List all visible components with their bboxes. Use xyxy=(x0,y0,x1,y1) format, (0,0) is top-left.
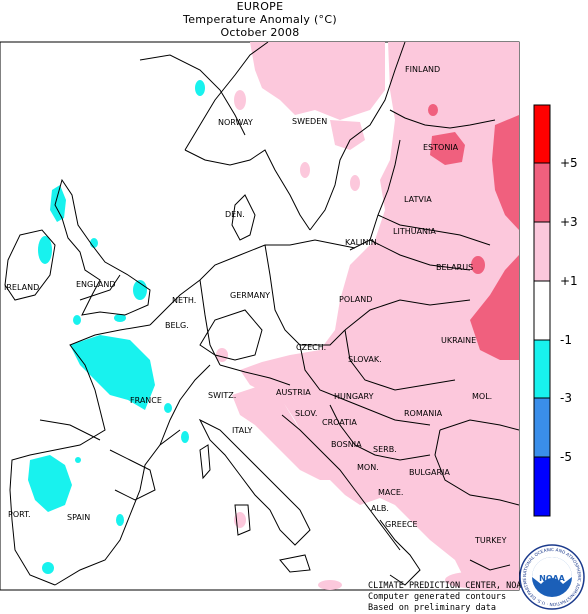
positive-anomaly-scandinavia xyxy=(250,42,385,120)
negative-patch-channel xyxy=(114,314,126,322)
positive-patch-norway xyxy=(234,90,246,110)
legend-label-plus1: +1 xyxy=(560,274,578,288)
label-macedonia: MACE. xyxy=(378,488,403,497)
strong-anomaly-ukraine xyxy=(470,255,519,360)
credit-line-2: Computer generated contours xyxy=(368,592,507,602)
legend-bin-below-minus5 xyxy=(533,456,551,517)
label-switzerland: SWITZ. xyxy=(208,391,236,400)
label-estonia: ESTONIA xyxy=(423,143,459,152)
label-croatia: CROATIA xyxy=(322,418,357,427)
label-spain: SPAIN xyxy=(67,513,90,522)
label-portugal: PORT. xyxy=(8,510,31,519)
legend-bin-3-to-5 xyxy=(533,162,551,223)
positive-patch-baltic xyxy=(300,162,310,178)
label-sweden: SWEDEN xyxy=(292,117,327,126)
negative-anomaly-france xyxy=(70,335,155,410)
label-denmark: DEN. xyxy=(225,210,245,219)
label-montenegro: MON. xyxy=(357,463,379,472)
label-netherlands: NETH. xyxy=(172,296,196,305)
label-finland: FINLAND xyxy=(405,65,440,74)
legend-label-plus3: +3 xyxy=(560,215,578,229)
label-france: FRANCE xyxy=(130,396,162,405)
label-albania: ALB. xyxy=(371,504,389,513)
label-kaliningrad: KALININ. xyxy=(345,238,379,247)
negative-patch-spain-south xyxy=(116,514,124,526)
label-czech: CZECH. xyxy=(296,343,326,352)
strong-anomaly-russia-north xyxy=(492,115,519,230)
legend-bin-minus1-to-minus3 xyxy=(533,339,551,399)
positive-patch-libya xyxy=(318,580,342,590)
label-germany: GERMANY xyxy=(230,291,270,300)
positive-patch-turkey xyxy=(445,572,495,588)
positive-anomaly-balkans xyxy=(300,420,395,500)
label-lithuania: LITHUANIA xyxy=(393,227,436,236)
logo-bird-icon xyxy=(532,557,572,584)
credit-line-3: Based on preliminary data xyxy=(368,603,496,613)
positive-anomaly-east xyxy=(240,42,519,590)
legend-label-minus3: -3 xyxy=(560,391,572,405)
legend-bin-minus3-to-minus5 xyxy=(533,397,551,458)
label-norway: NORWAY xyxy=(218,118,253,127)
label-belarus: BELARUS xyxy=(436,263,473,272)
legend-label-plus5: +5 xyxy=(560,156,578,170)
legend-bin-neutral xyxy=(533,280,551,341)
anomaly-shading xyxy=(28,42,519,590)
legend-bin-1-to-3 xyxy=(533,221,551,282)
label-serbia: SERB. xyxy=(373,445,397,454)
negative-patch-brittany xyxy=(73,315,81,325)
label-romania: ROMANIA xyxy=(404,409,443,418)
positive-patch-alps xyxy=(216,348,228,362)
country-labels: FINLAND NORWAY SWEDEN ESTONIA LATVIA LIT… xyxy=(4,65,507,545)
positive-anomaly-italy xyxy=(232,385,340,480)
map-region-title: EUROPE xyxy=(236,0,284,13)
negative-patch-ireland xyxy=(38,236,52,264)
strong-patch-belarus xyxy=(471,256,485,274)
label-bosnia: BOSNIA xyxy=(331,440,362,449)
label-greece: GREECE xyxy=(385,520,418,529)
negative-patch-morocco xyxy=(42,562,54,574)
positive-anomaly-sweden-south xyxy=(330,120,365,150)
noaa-logo: NATIONAL OCEANIC AND ATMOSPHERIC ADMINIS… xyxy=(519,544,585,610)
label-turkey: TURKEY xyxy=(474,536,507,545)
negative-patch-provence xyxy=(164,403,172,413)
negative-patch-north-spain xyxy=(75,457,81,463)
label-hungary: HUNGARY xyxy=(334,392,374,401)
credit-line-1: CLIMATE PREDICTION CENTER, NOAA xyxy=(368,581,527,591)
label-austria: AUSTRIA xyxy=(276,388,311,397)
legend-colorbar xyxy=(533,104,551,517)
coastlines-and-borders xyxy=(4,41,520,586)
negative-patch-corsica xyxy=(181,431,189,443)
negative-anomaly-scotland xyxy=(50,185,66,222)
label-latvia: LATVIA xyxy=(404,195,432,204)
map-period-title: October 2008 xyxy=(220,26,300,39)
label-italy: ITALY xyxy=(232,426,252,435)
label-england: ENGLAND xyxy=(76,280,116,289)
logo-name: NOAA xyxy=(539,574,565,583)
legend-bin-above-5 xyxy=(533,104,551,164)
label-moldova: MOL. xyxy=(472,392,492,401)
label-slovakia: SLOVAK. xyxy=(348,355,382,364)
label-slovenia: SLOV. xyxy=(295,409,317,418)
positive-patch-gotland xyxy=(350,175,360,191)
label-poland: POLAND xyxy=(339,295,372,304)
label-belgium: BELG. xyxy=(165,321,189,330)
label-ireland: IRELAND xyxy=(4,283,39,292)
legend-label-minus1: -1 xyxy=(560,333,572,347)
label-ukraine: UKRAINE xyxy=(441,336,476,345)
map-variable-title: Temperature Anomaly (°C) xyxy=(183,13,337,26)
strong-anomaly-estonia xyxy=(430,132,465,165)
contour-lines xyxy=(39,54,511,571)
negative-patch-norway xyxy=(195,80,205,96)
negative-anomaly-spain xyxy=(28,455,72,512)
strong-patch-finland xyxy=(428,104,438,116)
label-bulgaria: BULGARIA xyxy=(409,468,450,477)
legend-label-minus5: -5 xyxy=(560,450,572,464)
